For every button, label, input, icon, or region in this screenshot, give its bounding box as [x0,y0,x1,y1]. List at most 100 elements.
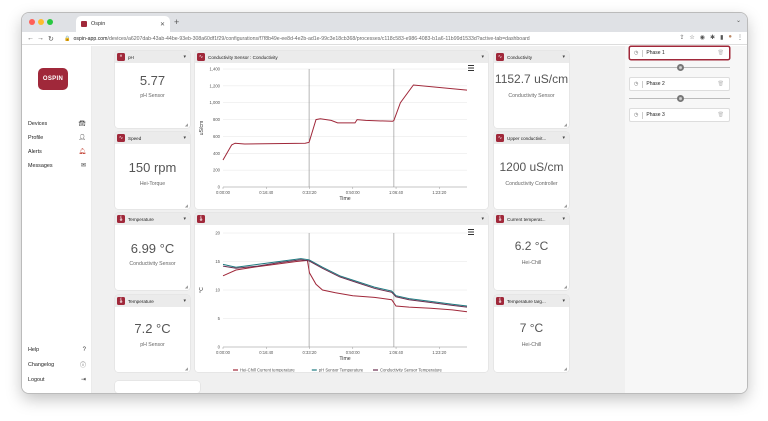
card-menu-chevron-icon[interactable]: ▾ [183,216,186,222]
resize-handle-icon[interactable]: ◢ [563,366,567,371]
card-menu-chevron-icon[interactable]: ▾ [183,54,186,60]
extension-icon[interactable]: ◉ [699,35,706,41]
maximize-window-button[interactable] [47,19,53,25]
sidebar: OSPIN Devices 🚘︎ Profile 👤︎ Alerts 🔔︎ Messa… [22,46,92,393]
resize-handle-icon[interactable]: ◢ [563,203,567,208]
clock-icon: ◷ [634,50,639,56]
back-icon[interactable]: ← [27,35,34,42]
conductivity-chart: 0 200 400 600 800 1,000 1,200 1,400 0:00:00 0:16:… [199,65,474,202]
trash-icon[interactable]: 🗑︎ [717,50,724,56]
resize-handle-icon[interactable]: ◢ [184,284,188,289]
x-axis-label: Time [339,356,350,362]
tab-list-chevron-icon[interactable]: ⌄ [735,18,741,24]
clock-icon: ◷ [634,81,639,87]
y-tick-label: 1,200 [210,83,221,88]
thermometer-icon: 🌡︎ [117,215,125,223]
minimize-window-button[interactable] [38,19,44,25]
hamburger-menu-icon [468,234,474,235]
add-phase-button[interactable]: ⊕ [677,95,684,102]
x-tick-label: 0:16:40 [259,350,274,355]
sidebar-item-messages[interactable]: Messages ✉ [28,160,86,171]
card-subtitle: Hei-Torque [139,181,166,187]
temperature-card: 🌡︎ Temperature ▾ 7.2 °C pH Sensor ◢ [115,295,190,372]
card-subtitle: Conductivity Sensor [508,93,555,99]
phase-item[interactable]: ◷ Phase 2 🗑︎ [629,77,730,91]
sidebar-item-help[interactable]: Help? [28,344,86,355]
sidebar-item-label: Devices [28,120,48,127]
close-window-button[interactable] [29,19,35,25]
card-title: Temperature [128,298,154,304]
x-tick-label: 1:06:40 [389,350,404,355]
phase-item[interactable]: ◷ Phase 3 🗑︎ [629,108,730,122]
y-tick-label: 10 [215,288,220,293]
url-field[interactable]: 🔒 ospin-app.com/devices/a6207dab-43ab-44… [64,34,639,43]
x-tick-label: 0:50:00 [346,190,361,195]
resize-handle-icon[interactable]: ◢ [563,284,567,289]
x-tick-label: 0:16:40 [259,190,274,195]
card-menu-chevron-icon[interactable]: ▾ [183,135,186,141]
card-header: 🌡︎ Current temperat... ▾ [494,213,569,225]
upper-conductivity-card: ∿ Upper conductivit... ▾ 1200 uS/cm Conduc… [494,132,569,209]
tab-bar: Ospin ✕ + ⌄ [22,13,747,32]
browser-window: Ospin ✕ + ⌄ ← → ↻ 🔒 ospin-app.com/device… [22,13,747,393]
card-menu-chevron-icon[interactable]: ▾ [481,216,484,222]
card-header: ∿ Upper conductivit... ▾ [494,132,569,144]
sidebar-item-profile[interactable]: Profile 👤︎ [28,132,86,143]
new-tab-button[interactable]: + [174,17,180,27]
card-menu-chevron-icon[interactable]: ▾ [562,298,565,304]
trash-icon[interactable]: 🗑︎ [717,112,724,118]
series-line [222,259,468,308]
resize-handle-icon[interactable]: ◢ [184,366,188,371]
sidebar-item-logout[interactable]: Logout ⇥ [28,374,86,385]
card-subtitle: Hei-Chill [521,260,542,266]
card-menu-chevron-icon[interactable]: ▾ [562,216,565,222]
sidebar-item-changelog[interactable]: Changelog ⓘ [28,359,86,370]
card-title: pH [128,54,134,60]
card-title: Conductivity [507,54,533,60]
bookmark-star-icon[interactable]: ☆ [689,35,695,41]
forward-icon[interactable]: → [37,35,44,42]
y-axis-label: uS/cm [199,121,205,136]
card-menu-chevron-icon[interactable]: ▾ [481,54,484,60]
add-phase-button[interactable]: ⊕ [677,64,684,71]
card-subtitle: Hei-Chill [521,342,542,348]
card-header: 🌡︎ Temperature ▾ [115,213,190,225]
browser-tab[interactable]: Ospin ✕ [76,16,170,32]
resize-handle-icon[interactable]: ◢ [563,122,567,127]
card-header: ∿ Conductivity ▾ [494,51,569,63]
profile-avatar[interactable]: ● [728,34,732,40]
reload-icon[interactable]: ↻ [48,35,54,43]
resize-handle-icon[interactable]: ◢ [184,122,188,127]
phase-item[interactable]: ◷ Phase 1 🗑︎ [629,46,730,60]
logout-icon: ⇥ [80,377,86,383]
x-tick-label: 1:23:20 [432,190,447,195]
ospin-logo[interactable]: OSPIN [38,68,68,90]
bell-icon: 🔔︎ [78,149,86,155]
sidebar-item-label: Changelog [28,361,55,368]
trash-icon[interactable]: 🗑︎ [717,81,724,87]
card-menu-chevron-icon[interactable]: ▾ [183,298,186,304]
phase-label: Phase 2 [646,81,665,87]
close-tab-icon[interactable]: ✕ [159,21,165,28]
card-header: ᴴ pH ▾ [115,51,190,63]
sensor-icon: ∿ [496,134,504,142]
thermometer-icon: 🌡︎ [117,297,125,305]
sidebar-item-alerts[interactable]: Alerts 🔔︎ [28,146,86,157]
share-icon[interactable]: ⇪ [679,35,685,41]
card-title: Speed [128,135,142,141]
sidebar-icon[interactable]: ▮ [720,35,724,41]
puzzle-icon[interactable]: ✱ [710,35,716,41]
card-subtitle: pH Sensor [140,342,165,348]
card-menu-chevron-icon[interactable]: ▾ [562,135,565,141]
temperature-chart: 0 5 10 15 20 0:00:00 0:16:40 0:33:20 0:50:00 1:06… [199,229,474,373]
toolbar-icons: ⇪ ☆ ◉ ✱ ▮ ● ⋮ [679,34,743,41]
series-line [222,258,468,307]
url-host: ospin-app.com [73,35,108,42]
card-menu-chevron-icon[interactable]: ▾ [562,54,565,60]
resize-handle-icon[interactable]: ◢ [184,203,188,208]
tab-title: Ospin [91,21,106,27]
card-title: Current temperat... [507,216,546,222]
menu-icon[interactable]: ⋮ [737,35,743,41]
sidebar-item-devices[interactable]: Devices 🚘︎ [28,118,86,129]
temperature-card: 🌡︎ Temperature ▾ 6.99 °C Conductivity Sens… [115,213,190,290]
